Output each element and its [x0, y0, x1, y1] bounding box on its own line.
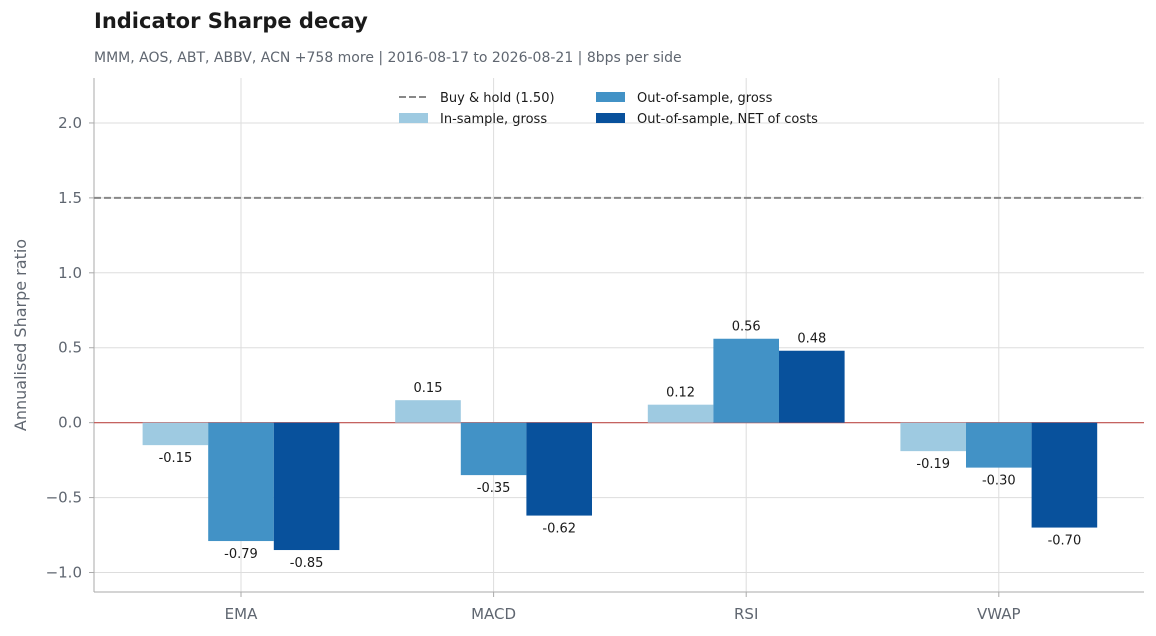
bar-rsi-series-0 — [647, 404, 714, 423]
bar-ema-series-1 — [208, 422, 274, 542]
y-tick-label: 0.5 — [58, 339, 82, 357]
legend-label: Out-of-sample, NET of costs — [637, 112, 818, 127]
data-labels-layer: -0.15 0.15 0.12 -0.19 -0.79 -0.35 0.56 -0.30 -0.… — [159, 320, 1082, 571]
bar-vwap-series-0 — [900, 422, 966, 452]
legend-label: Out-of-sample, gross — [637, 91, 773, 106]
bar-vwap-series-1 — [966, 422, 1032, 468]
data-label: -0.30 — [982, 474, 1016, 489]
legend-swatch — [399, 113, 428, 123]
data-label: -0.79 — [224, 547, 258, 562]
y-tick-label: 1.5 — [58, 189, 82, 207]
bar-vwap-series-2 — [1031, 422, 1098, 528]
y-tick-label: 1.0 — [58, 264, 82, 282]
y-tick-label: −1.0 — [46, 564, 82, 582]
data-label: -0.70 — [1048, 534, 1082, 549]
y-tick-label: −0.5 — [46, 489, 82, 507]
bar-rsi-series-2 — [779, 350, 845, 423]
legend-label: In-sample, gross — [440, 112, 547, 127]
x-tick-label: MACD — [471, 605, 516, 623]
bar-macd-series-1 — [460, 422, 527, 476]
chart-subtitle: MMM, AOS, ABT, ABBV, ACN +758 more | 201… — [94, 50, 682, 66]
bar-macd-series-0 — [395, 400, 461, 423]
legend-label: Buy & hold (1.50) — [440, 91, 555, 106]
legend-swatch — [596, 113, 625, 123]
bar-ema-series-2 — [273, 422, 340, 551]
data-label: -0.85 — [290, 556, 324, 571]
x-tick-label: VWAP — [977, 605, 1021, 623]
x-tick-label: EMA — [225, 605, 258, 623]
axes-layer: −1.0 −0.5 0.0 0.5 1.0 1.5 2.0 EMA MACD RSI VWAP — [46, 78, 1144, 623]
data-label: -0.19 — [916, 457, 950, 472]
bar-rsi-series-1 — [713, 338, 779, 423]
bar-ema-series-0 — [142, 422, 209, 446]
x-tick-label: RSI — [734, 605, 758, 623]
legend: Buy & hold (1.50) In-sample, gross Out-of-… — [399, 91, 818, 127]
data-label: 0.15 — [414, 381, 443, 396]
data-label: 0.48 — [797, 332, 826, 347]
bar-macd-series-2 — [526, 422, 592, 516]
y-tick-label: 0.0 — [58, 414, 82, 432]
data-label: 0.12 — [666, 386, 695, 401]
data-label: -0.15 — [159, 451, 193, 466]
data-label: 0.56 — [732, 320, 761, 335]
y-tick-label: 2.0 — [58, 114, 82, 132]
data-label: -0.35 — [477, 481, 511, 496]
data-label: -0.62 — [542, 522, 576, 537]
y-axis-label: Annualised Sharpe ratio — [11, 239, 30, 431]
bars-layer — [142, 338, 1098, 551]
legend-swatch — [596, 92, 625, 102]
chart-title: Indicator Sharpe decay — [94, 9, 368, 33]
